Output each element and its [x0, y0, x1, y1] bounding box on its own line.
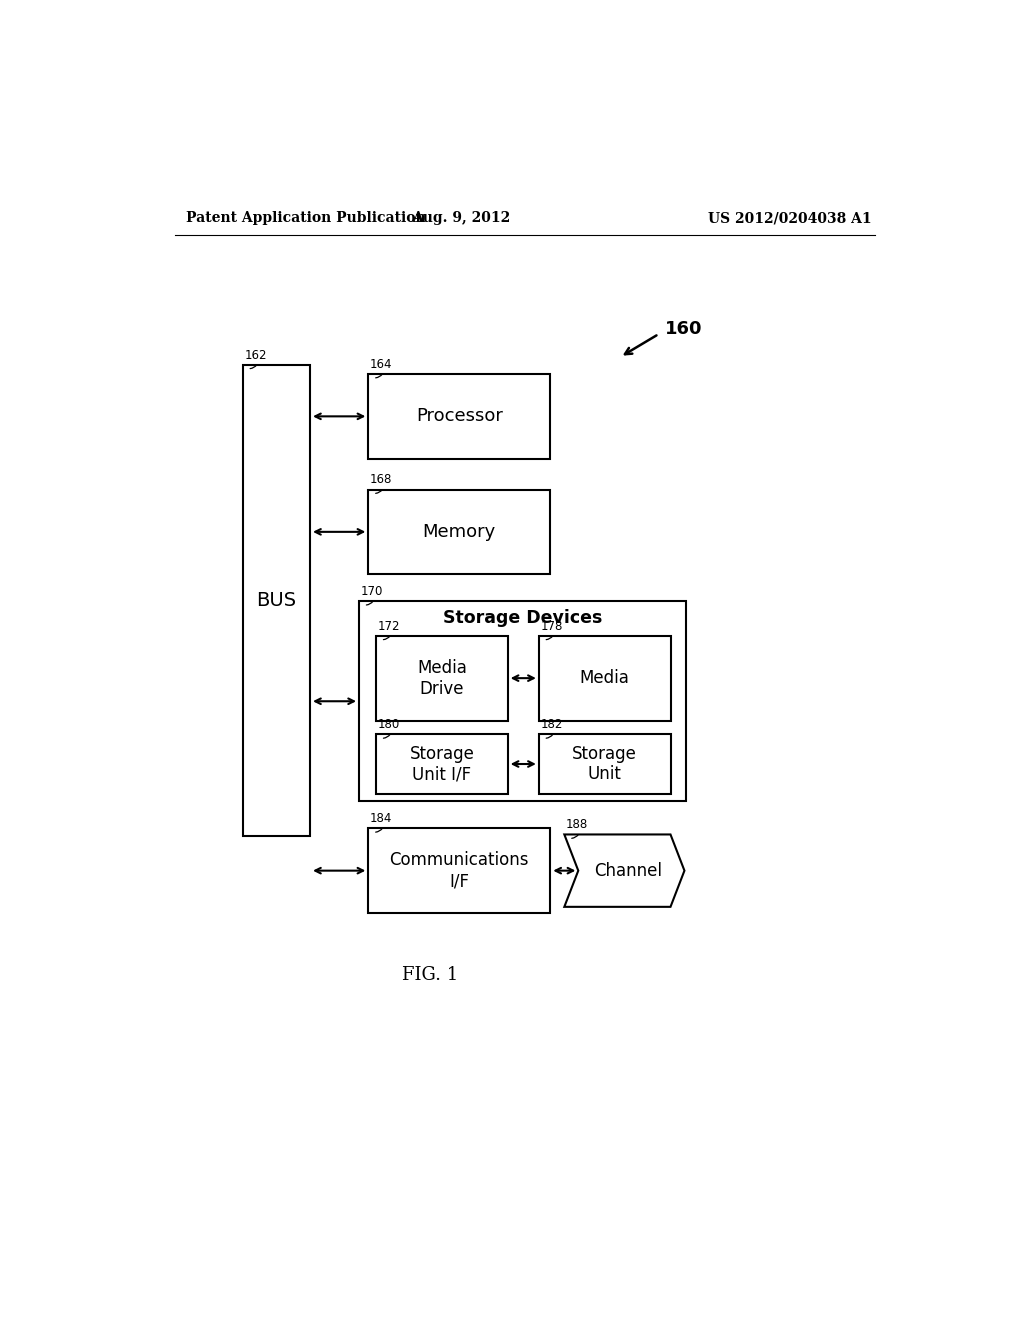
Text: Media: Media [580, 669, 630, 688]
Text: Memory: Memory [423, 523, 496, 541]
Polygon shape [564, 834, 684, 907]
Text: Patent Application Publication: Patent Application Publication [186, 211, 426, 226]
Bar [539, 636, 671, 721]
Text: 184: 184 [370, 812, 392, 825]
Text: 178: 178 [541, 619, 562, 632]
Text: 180: 180 [378, 718, 399, 731]
Bar [243, 364, 310, 836]
Text: Media
Drive: Media Drive [417, 659, 467, 697]
Text: Storage
Unit I/F: Storage Unit I/F [410, 744, 474, 783]
Text: Storage
Unit: Storage Unit [572, 744, 637, 783]
Text: 170: 170 [360, 585, 383, 598]
Text: FIG. 1: FIG. 1 [402, 966, 459, 983]
Bar [376, 734, 508, 793]
Text: Channel: Channel [594, 862, 663, 879]
Bar [539, 734, 671, 793]
Text: 162: 162 [245, 348, 266, 362]
Bar [369, 490, 550, 574]
Text: 164: 164 [370, 358, 392, 371]
Text: BUS: BUS [256, 591, 297, 610]
Text: US 2012/0204038 A1: US 2012/0204038 A1 [709, 211, 872, 226]
Text: Aug. 9, 2012: Aug. 9, 2012 [412, 211, 510, 226]
Text: Processor: Processor [416, 408, 503, 425]
Text: 182: 182 [541, 718, 562, 731]
Text: Communications
I/F: Communications I/F [389, 851, 529, 890]
Bar [369, 374, 550, 459]
Text: 168: 168 [370, 474, 392, 487]
Text: 172: 172 [378, 619, 400, 632]
Text: 188: 188 [566, 818, 588, 832]
Text: Storage Devices: Storage Devices [442, 609, 602, 627]
Bar [369, 829, 550, 913]
Bar [359, 601, 686, 801]
Text: 160: 160 [665, 321, 702, 338]
Bar [376, 636, 508, 721]
